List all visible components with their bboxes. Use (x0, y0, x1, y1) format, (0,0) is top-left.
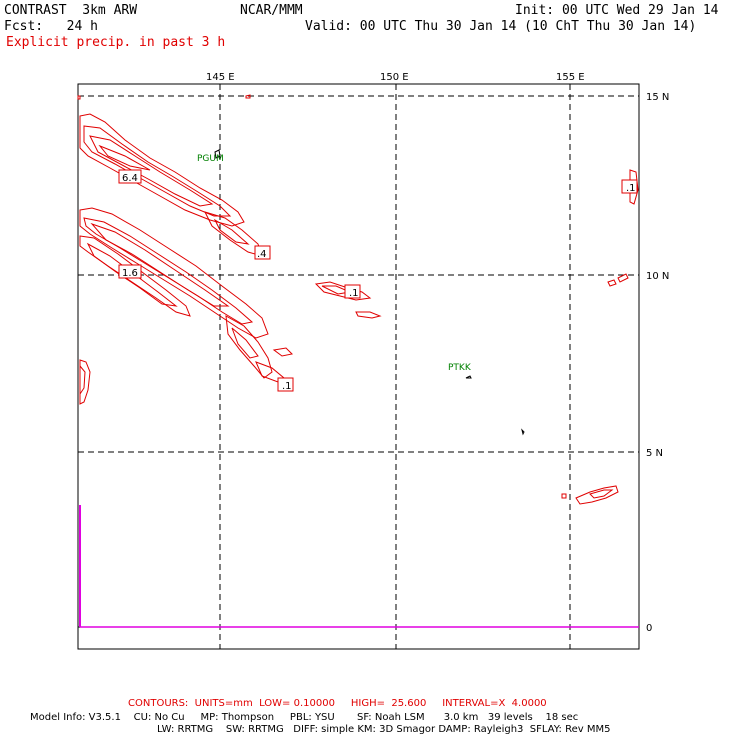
contour-band-lower-tail-inner (231, 327, 259, 359)
coast-chuuk (465, 375, 472, 379)
contour-band-upper-inner (89, 135, 214, 207)
lat-lon-grid (78, 84, 639, 649)
org-title: NCAR/MMM (240, 3, 303, 18)
contour-small-1 (272, 347, 294, 357)
precip-contours (77, 94, 639, 505)
contour-lower-right-outer (575, 485, 619, 505)
contour-label-0-1-south: .1 (277, 377, 294, 392)
precip-map: 145 E 150 E 155 E 15 N 10 N 5 N 0 (77, 72, 669, 650)
contour-center-south (355, 311, 382, 319)
lat-label-10n: 10 N (646, 271, 669, 282)
contour-label-0-4: .4 (254, 245, 271, 260)
svg-text:.1: .1 (626, 183, 636, 194)
contour-band-lower-inner (90, 222, 230, 307)
contour-left-edge-inner (79, 364, 86, 396)
contour-right-small-2 (617, 273, 629, 283)
contour-band-upper-outer (79, 113, 245, 227)
contour-labels: 6.4 1.6 .4 .1 .1 .1 (118, 169, 638, 392)
contour-label-0-1-right: .1 (621, 179, 638, 194)
contour-center-outer (314, 281, 372, 301)
contour-right-small-1 (607, 279, 617, 287)
coast-pohnpei (521, 428, 525, 436)
map-frame (77, 83, 640, 650)
lon-label-155e: 155 E (556, 72, 585, 83)
init-time: Init: 00 UTC Wed 29 Jan 14 (515, 3, 719, 18)
valid-time: Valid: 00 UTC Thu 30 Jan 14 (10 ChT Thu … (305, 19, 697, 34)
model-info: Model Info: V3.5.1 CU: No Cu MP: Thompso… (30, 712, 579, 723)
contour-band-lower-south (79, 235, 191, 317)
contour-band-upper-tail-inner (213, 218, 250, 245)
contour-top-dot (245, 94, 251, 99)
svg-text:.1: .1 (349, 288, 359, 299)
contour-band-lower-mid (83, 217, 254, 325)
contour-band-lower-outer (79, 207, 269, 339)
svg-text:.4: .4 (257, 249, 267, 260)
contour-right-edge (629, 169, 639, 205)
contour-lower-right-small (561, 493, 567, 499)
contour-info: CONTOURS: UNITS=mm LOW= 0.10000 HIGH= 25… (128, 698, 547, 709)
lat-label-15n: 15 N (646, 92, 669, 103)
field-title: Explicit precip. in past 3 h (6, 35, 226, 50)
model-info-physics: LW: RRTMG SW: RRTMG DIFF: simple KM: 3D … (157, 724, 611, 735)
station-label-pgum: PGUM (197, 154, 224, 164)
svg-text:.1: .1 (282, 381, 292, 392)
lat-label-5n: 5 N (646, 448, 663, 459)
contour-band-upper-mid (83, 125, 232, 217)
model-title: CONTRAST 3km ARW (4, 3, 138, 18)
contour-left-edge (79, 359, 91, 405)
contour-label-1-6: 1.6 (118, 264, 142, 279)
contour-label-0-1-center: .1 (344, 284, 361, 299)
lon-label-150e: 150 E (380, 72, 409, 83)
svg-text:1.6: 1.6 (122, 268, 138, 279)
contour-lower-right-inner (589, 489, 614, 499)
contour-label-6-4: 6.4 (118, 169, 142, 184)
contour-band-upper-tail (204, 211, 263, 257)
forecast-hour: Fcst: 24 h (4, 19, 98, 34)
contour-band-upper-core (98, 144, 151, 171)
lat-label-0: 0 (646, 623, 652, 634)
contour-corner-dot (77, 95, 81, 100)
station-label-ptkk: PTKK (448, 363, 472, 373)
contour-band-lower-tail (225, 315, 273, 379)
coastlines (214, 149, 525, 436)
svg-text:6.4: 6.4 (122, 173, 138, 184)
lon-label-145e: 145 E (206, 72, 235, 83)
coast-guam (214, 149, 221, 159)
